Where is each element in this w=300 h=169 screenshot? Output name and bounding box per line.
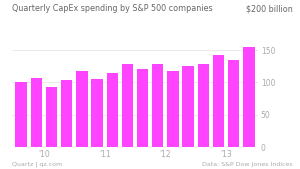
- Bar: [46, 87, 57, 147]
- Bar: [167, 71, 179, 147]
- Bar: [198, 64, 209, 147]
- Bar: [91, 79, 103, 147]
- Bar: [243, 47, 255, 147]
- Bar: [15, 82, 27, 147]
- Text: Quarterly CapEx spending by S&P 500 companies: Quarterly CapEx spending by S&P 500 comp…: [12, 4, 213, 13]
- Bar: [122, 64, 133, 147]
- Bar: [31, 78, 42, 147]
- Bar: [182, 66, 194, 147]
- Bar: [76, 71, 88, 147]
- Text: Data: S&P Dow Jones Indices: Data: S&P Dow Jones Indices: [202, 162, 292, 167]
- Bar: [152, 64, 164, 147]
- Text: Quartz | qz.com: Quartz | qz.com: [12, 162, 62, 167]
- Bar: [228, 60, 239, 147]
- Bar: [137, 69, 148, 147]
- Bar: [61, 80, 72, 147]
- Text: $200 billion: $200 billion: [246, 4, 292, 13]
- Bar: [106, 73, 118, 147]
- Bar: [213, 55, 224, 147]
